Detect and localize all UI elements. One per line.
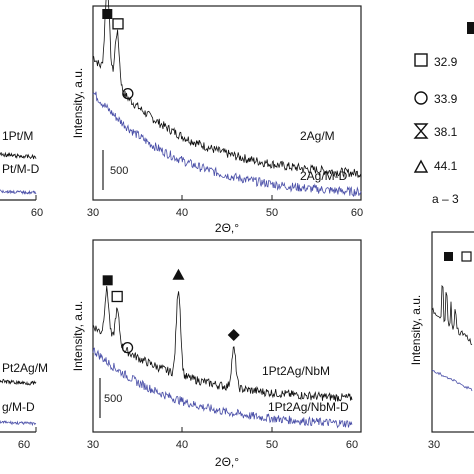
phase-marker-filled-diamond-icon	[227, 329, 240, 342]
legend-filled-square-icon	[467, 22, 474, 34]
panel-top-frame	[92, 5, 362, 201]
marker-legend: 32.9 33.9 38.1 44.1 a – 3	[413, 22, 474, 206]
panel-bottom-tick-50: 50	[266, 439, 278, 451]
left-top-degraded-trace	[0, 189, 37, 195]
series-line-1pt2ag-nbm-d	[92, 347, 353, 429]
panel-top-xlabel: 2Θ,°	[215, 221, 239, 235]
right-bottom-partial-panel: Intensity, a.u. 30	[409, 231, 474, 451]
phase-marker-open-square-icon	[111, 290, 123, 303]
phase-marker-filled-square-icon	[102, 9, 113, 19]
legend-hourglass-icon	[413, 123, 429, 139]
left-top-label-2: Pt/M-D	[2, 162, 40, 176]
panel-bottom-ylabel: Intensity, a.u.	[71, 301, 85, 371]
panel-top-tick-60: 60	[351, 207, 363, 219]
phase-marker-open-square-icon	[112, 18, 124, 30]
left-top-sample-trace	[0, 151, 37, 160]
left-bottom-sample-trace	[0, 378, 37, 386]
panel-top-ticks: 30 40 50 60	[87, 195, 363, 219]
panel-bottom-tick-30: 30	[87, 439, 99, 451]
series-line-2ag-m	[92, 0, 362, 179]
panel-bottom-markers	[102, 268, 240, 354]
right-bottom-open-square-icon	[461, 251, 472, 262]
panel-top-tick-30: 30	[87, 207, 99, 219]
panel-top-tick-40: 40	[176, 207, 188, 219]
legend-open-triangle-icon	[413, 159, 429, 173]
phase-marker-filled-triangle-icon	[172, 268, 185, 280]
legend-label-2: 33.9	[434, 92, 458, 106]
right-bottom-filled-square-icon	[444, 252, 453, 261]
left-bottom-partial-panel: Pt2Ag/M g/M-D 60	[0, 361, 48, 451]
panel-top-scale-label: 500	[110, 165, 128, 177]
series-line-1pt2ag-nbm	[92, 285, 353, 402]
right-bottom-frame	[431, 231, 474, 433]
phase-marker-filled-square-icon	[102, 275, 113, 286]
legend-label-5: a – 3	[432, 192, 459, 206]
xrd-panel-bottom: Intensity, a.u. 2Θ,° 500 30 40 50 60 1Pt…	[71, 239, 362, 469]
series-line-2ag-m-d	[92, 91, 362, 198]
left-bottom-label-1: Pt2Ag/M	[2, 361, 48, 375]
xrd-panel-top: Intensity, a.u. 2Θ,° 500 30 40 50 60 2Ag…	[71, 0, 363, 235]
panel-top-series-label-degraded: 2Ag/M-D	[300, 169, 348, 183]
left-top-label-1: 1Pt/M	[2, 129, 33, 143]
legend-label-3: 38.1	[434, 125, 458, 139]
right-bottom-ylabel: Intensity, a.u.	[409, 295, 423, 365]
panel-top-tick-50: 50	[266, 207, 278, 219]
panel-top-traces	[92, 0, 362, 198]
legend-label-4: 44.1	[434, 159, 458, 173]
left-bottom-degraded-trace	[0, 420, 37, 427]
left-top-tick-label: 60	[31, 207, 43, 219]
panel-bottom-series-label-sample: 1Pt2Ag/NbM	[262, 364, 330, 378]
panel-bottom-ticks: 30 40 50 60	[87, 427, 358, 451]
legend-open-circle-icon	[414, 91, 428, 105]
panel-bottom-frame	[92, 239, 362, 433]
right-bottom-degraded-trace	[431, 369, 473, 392]
panel-bottom-scale-label: 500	[104, 393, 122, 405]
phase-marker-open-circle-icon	[122, 88, 134, 100]
right-bottom-tick-label: 30	[428, 439, 440, 451]
left-bottom-label-2: g/M-D	[2, 400, 35, 414]
legend-open-square-icon	[414, 53, 428, 67]
panel-bottom-tick-60: 60	[346, 439, 358, 451]
panel-top-series-label-sample: 2Ag/M	[300, 129, 335, 143]
right-bottom-sample-trace	[431, 284, 473, 346]
panel-top-ylabel: Intensity, a.u.	[71, 68, 85, 138]
left-top-partial-panel: 1Pt/M Pt/M-D 60	[0, 129, 43, 219]
left-bottom-tick-label: 60	[18, 439, 30, 451]
panel-bottom-xlabel: 2Θ,°	[215, 455, 239, 469]
panel-top-markers	[102, 9, 134, 100]
phase-marker-open-circle-icon	[121, 341, 134, 354]
legend-label-1: 32.9	[434, 55, 458, 69]
panel-bottom-traces	[92, 285, 353, 429]
panel-bottom-series-label-degraded: 1Pt2Ag/NbM-D	[268, 400, 349, 414]
panel-bottom-tick-40: 40	[176, 439, 188, 451]
